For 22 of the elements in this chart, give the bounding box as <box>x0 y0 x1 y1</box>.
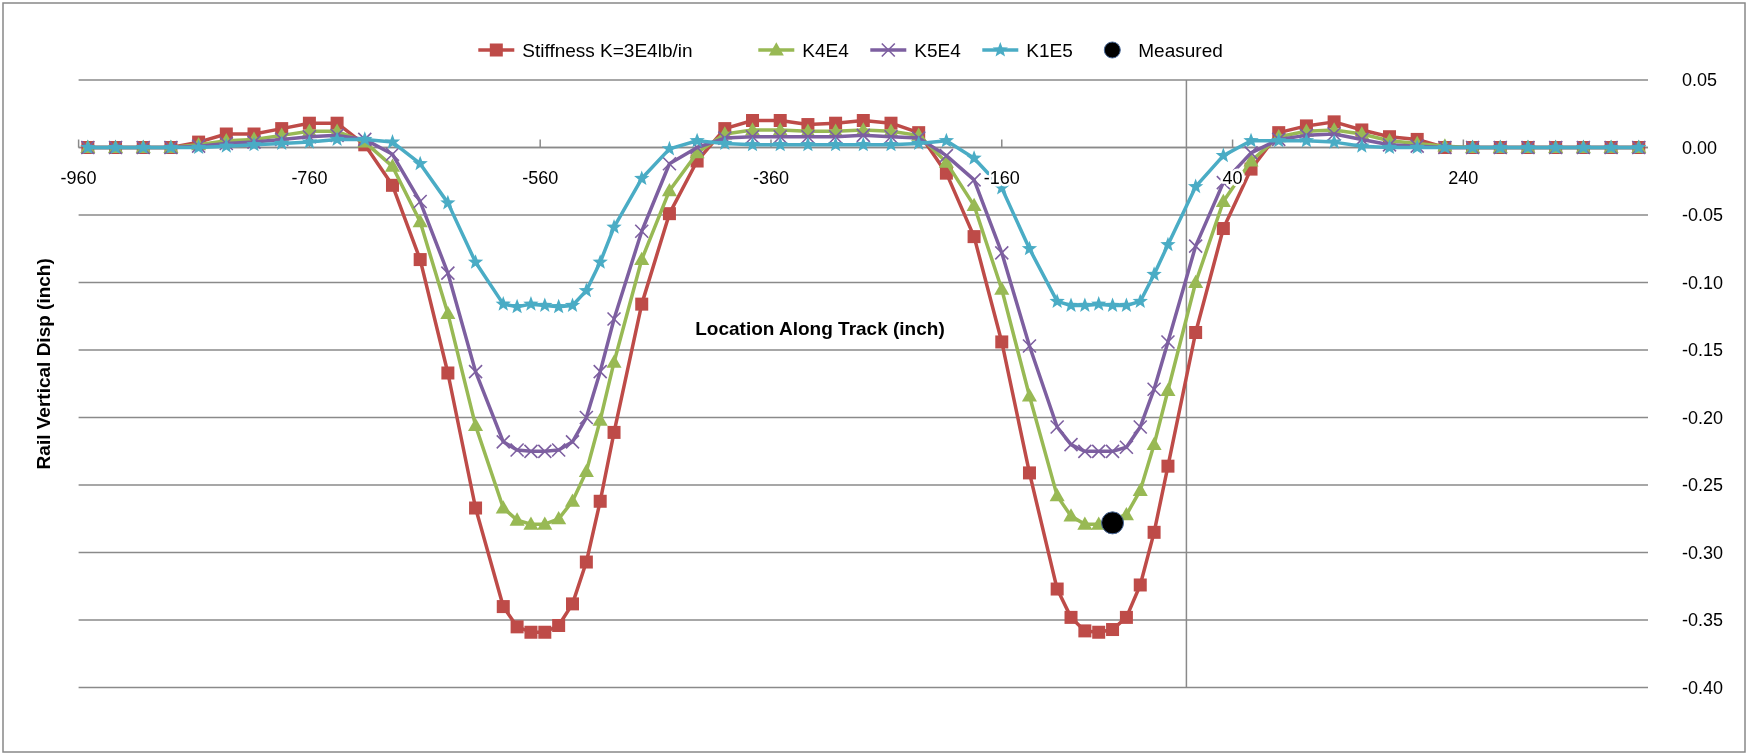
x-tick-label: -360 <box>752 167 789 188</box>
legend-label: K1E5 <box>1026 40 1073 61</box>
y-tick-label: -0.10 <box>1682 272 1724 293</box>
legend-label: K5E4 <box>914 40 962 61</box>
x-tick-label: -560 <box>522 167 559 188</box>
y-tick-label: -0.30 <box>1682 542 1724 563</box>
legend-label: Measured <box>1138 40 1223 61</box>
x-tick-label: -760 <box>291 167 328 188</box>
y-tick-label: -0.20 <box>1682 407 1724 428</box>
legend-label: K4E4 <box>802 40 850 61</box>
y-tick-label: -0.40 <box>1682 677 1724 698</box>
y-tick-label: 0.05 <box>1682 70 1718 90</box>
x-tick-label: -960 <box>60 167 97 188</box>
y-tick-label: 0.00 <box>1682 137 1718 158</box>
y-tick-label: -0.35 <box>1682 610 1724 631</box>
x-tick-label: 240 <box>1448 167 1479 188</box>
x-axis-title: Location Along Track (inch) <box>695 318 945 339</box>
y-tick-label: -0.15 <box>1682 340 1724 361</box>
y-axis-title: Rail Vertical Disp (inch) <box>33 258 54 470</box>
y-tick-label: -0.05 <box>1682 205 1724 226</box>
legend-label: Stiffness K=3E4lb/in <box>522 40 693 61</box>
y-tick-label: -0.25 <box>1682 475 1724 496</box>
